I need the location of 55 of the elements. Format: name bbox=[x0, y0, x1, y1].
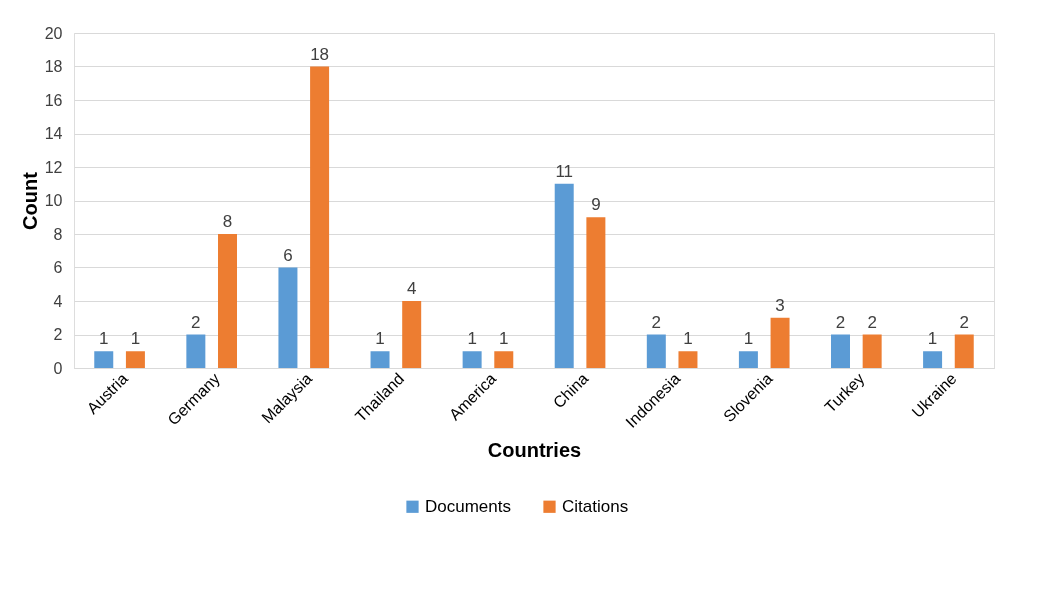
bar bbox=[954, 334, 974, 368]
data-label: 1 bbox=[99, 329, 109, 349]
bar bbox=[923, 351, 943, 368]
y-tick-label: 10 bbox=[44, 192, 63, 209]
bar bbox=[218, 234, 237, 368]
y-tick-label: 8 bbox=[53, 225, 63, 243]
bar bbox=[462, 351, 482, 368]
data-label: 3 bbox=[775, 295, 785, 315]
bar bbox=[370, 351, 390, 368]
bar bbox=[125, 351, 145, 368]
bar bbox=[278, 267, 298, 368]
bar bbox=[646, 334, 666, 368]
data-label: 1 bbox=[499, 329, 509, 349]
data-label: 2 bbox=[959, 312, 969, 332]
data-label: 2 bbox=[835, 312, 846, 332]
data-label: 1 bbox=[130, 329, 141, 349]
bar bbox=[494, 351, 514, 368]
data-label: 2 bbox=[867, 312, 877, 332]
y-tick-label: 2 bbox=[53, 326, 63, 343]
y-tick-label: 4 bbox=[53, 292, 63, 310]
data-label: 1 bbox=[467, 329, 477, 349]
data-label: 4 bbox=[406, 279, 417, 298]
data-label: 18 bbox=[310, 44, 330, 64]
bar bbox=[310, 66, 330, 368]
y-tick-label: 20 bbox=[44, 24, 63, 42]
data-label: 9 bbox=[591, 195, 601, 215]
data-label: 2 bbox=[191, 312, 201, 332]
bar bbox=[94, 351, 114, 368]
bar bbox=[186, 334, 206, 368]
data-label: 8 bbox=[222, 212, 233, 231]
legend-label: Documents bbox=[425, 496, 511, 516]
y-axis-title: Count bbox=[18, 171, 41, 230]
bar bbox=[678, 351, 698, 368]
bar bbox=[554, 183, 574, 368]
y-tick-label: 6 bbox=[53, 259, 63, 276]
data-label: 6 bbox=[283, 245, 293, 265]
bar bbox=[862, 334, 882, 368]
data-label: 1 bbox=[683, 329, 693, 349]
y-tick-label: 16 bbox=[44, 91, 63, 109]
data-label: 1 bbox=[927, 329, 938, 349]
data-label: 1 bbox=[743, 329, 754, 349]
bar bbox=[770, 317, 790, 368]
y-tick-label: 14 bbox=[44, 125, 63, 142]
data-label: 2 bbox=[651, 312, 662, 332]
data-label: 11 bbox=[555, 161, 574, 181]
data-label: 1 bbox=[375, 329, 385, 349]
x-axis-title: Countries bbox=[487, 438, 582, 461]
y-tick-label: 0 bbox=[53, 359, 63, 377]
bar bbox=[402, 301, 422, 368]
bar bbox=[738, 351, 758, 368]
bar bbox=[586, 217, 606, 368]
bar bbox=[831, 334, 850, 368]
legend-label: Citations bbox=[562, 496, 629, 516]
y-tick-label: 12 bbox=[44, 158, 63, 176]
y-tick-label: 18 bbox=[44, 58, 63, 75]
